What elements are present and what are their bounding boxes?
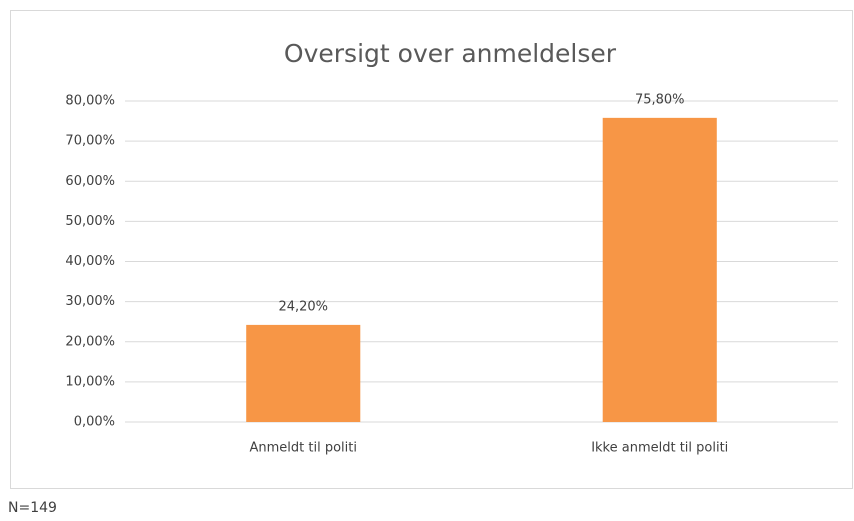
bar: [602, 117, 717, 422]
y-tick-label: 60,00%: [65, 174, 115, 189]
bar: [246, 324, 361, 422]
y-tick-label: 10,00%: [65, 374, 115, 389]
value-label: 75,80%: [635, 92, 685, 107]
y-tick-label: 50,00%: [65, 214, 115, 229]
chart-title: Oversigt over anmeldelser: [284, 39, 617, 68]
y-tick-label: 0,00%: [74, 415, 115, 430]
y-tick-label: 70,00%: [65, 134, 115, 149]
annotation: N=149: [8, 500, 57, 516]
y-tick-label: 20,00%: [65, 334, 115, 349]
value-label: 24,20%: [278, 299, 328, 314]
y-tick-label: 40,00%: [65, 254, 115, 269]
x-tick-label: Anmeldt til politi: [250, 441, 357, 456]
x-tick-label: Ikke anmeldt til politi: [591, 441, 728, 456]
chart-frame: [10, 10, 853, 489]
y-tick-label: 30,00%: [65, 294, 115, 309]
y-tick-label: 80,00%: [65, 94, 115, 109]
